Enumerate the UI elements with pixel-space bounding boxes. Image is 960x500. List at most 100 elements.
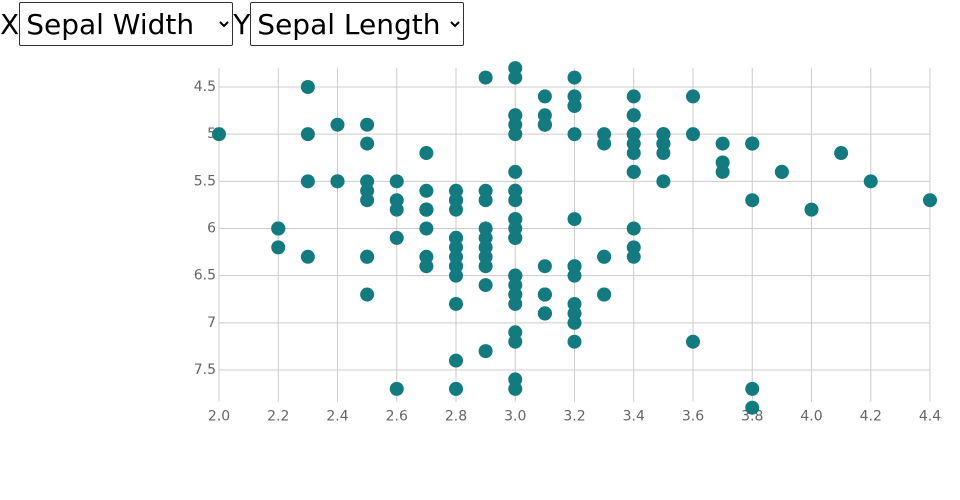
point [330,117,345,132]
point [626,221,641,236]
point [419,221,434,236]
controls: X Sepal Width Y Sepal Length [0,2,465,46]
x-tick-label: 2.4 [326,409,348,425]
point [419,202,434,217]
point [508,108,523,123]
point [626,240,641,255]
point [419,249,434,264]
point [300,249,315,264]
x-tick-label: 4.0 [800,409,822,425]
point [449,381,463,396]
x-select[interactable]: Sepal Width [19,2,234,46]
point [863,174,878,189]
point [389,381,404,396]
point [508,381,523,396]
x-label: X [0,7,20,41]
point [449,183,463,198]
point [300,127,315,142]
point [508,212,523,227]
x-tick-label: 3.8 [741,409,763,425]
y-label: Y [233,7,251,41]
point [389,230,404,245]
point [508,287,523,302]
point [389,202,404,217]
point [834,146,849,161]
x-tick-label: 4.2 [860,409,882,425]
point [449,296,463,311]
y-tick-label: 7.5 [194,362,216,378]
point [508,268,523,283]
point [567,296,582,311]
point [567,127,582,142]
point [508,334,523,349]
point [271,240,286,255]
x-tick-label: 2.0 [208,409,230,425]
point [449,202,463,217]
point [300,174,315,189]
point [567,70,582,85]
point [537,117,552,132]
point [626,164,641,179]
point [449,353,463,368]
x-tick-label: 3.0 [504,409,526,425]
point [686,127,700,142]
point [597,249,612,264]
point [360,136,375,151]
point [419,183,434,198]
x-tick-label: 4.4 [919,409,941,425]
point [537,89,552,104]
point [656,146,671,161]
point [360,117,375,132]
x-tick-label: 3.2 [563,409,585,425]
point [656,127,671,142]
y-tick-label: 6.5 [194,268,216,284]
point [804,202,819,217]
y-tick-label: 6 [207,221,216,237]
point [597,127,612,142]
point [508,127,523,142]
point [597,287,612,302]
point [626,108,641,123]
point [567,212,582,227]
point [271,221,286,236]
point [745,136,760,151]
point [478,344,493,359]
point [508,193,523,208]
point [923,193,937,208]
point [389,174,404,189]
point [360,287,375,302]
point [715,136,730,151]
point [449,249,463,264]
point [478,193,493,208]
x-tick-label: 3.4 [623,409,645,425]
point [567,259,582,274]
y-select[interactable]: Sepal Length [250,2,465,46]
x-tick-label: 2.8 [445,409,467,425]
point [686,334,700,349]
point [360,249,375,264]
point [567,334,582,349]
point [508,70,523,85]
point [686,89,700,104]
point [774,164,789,179]
point [745,193,760,208]
y-tick-label: 5 [207,126,216,142]
point [537,259,552,274]
point [360,174,375,189]
point [537,287,552,302]
point [478,278,493,293]
point [478,70,493,85]
point [656,174,671,189]
point [537,306,552,321]
point [330,174,345,189]
x-tick-label: 2.6 [386,409,408,425]
y-tick-label: 5.5 [194,173,216,189]
point [300,80,315,94]
x-tick-label: 2.2 [267,409,289,425]
point [745,400,760,415]
point [508,164,523,179]
point [715,155,730,170]
y-tick-label: 7 [207,315,216,331]
